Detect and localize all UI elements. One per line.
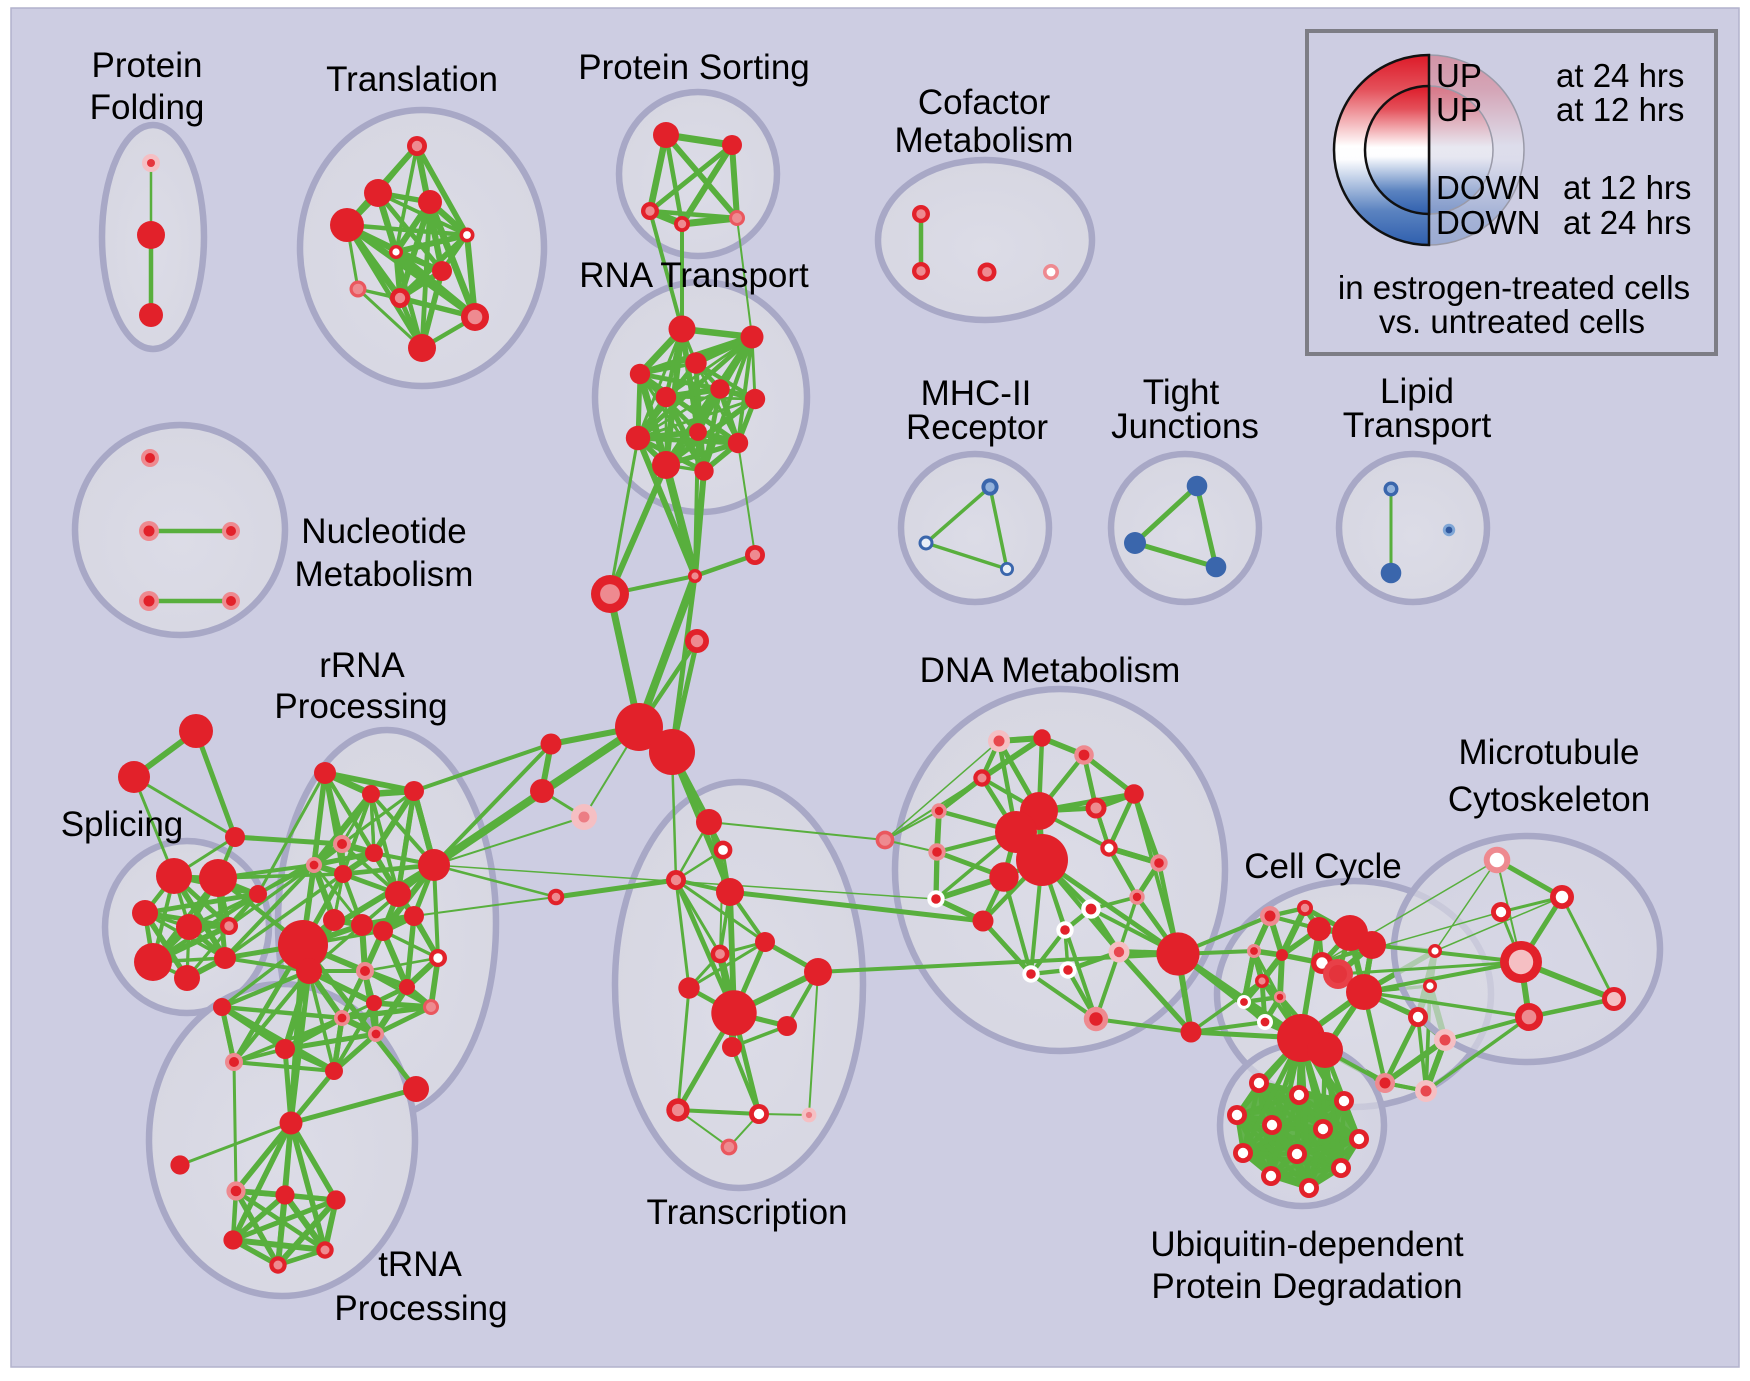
- svg-text:Metabolism: Metabolism: [295, 555, 474, 594]
- svg-text:DOWN: DOWN: [1436, 204, 1540, 241]
- svg-text:RNA Transport: RNA Transport: [579, 256, 809, 295]
- svg-text:Folding: Folding: [90, 88, 205, 127]
- svg-text:at 24 hrs: at 24 hrs: [1563, 204, 1691, 241]
- svg-text:DOWN: DOWN: [1436, 169, 1540, 206]
- svg-text:Junctions: Junctions: [1111, 407, 1259, 446]
- svg-text:Nucleotide: Nucleotide: [301, 512, 466, 551]
- svg-text:Protein Sorting: Protein Sorting: [578, 48, 810, 87]
- svg-text:Protein: Protein: [92, 46, 203, 85]
- svg-text:Transcription: Transcription: [647, 1193, 848, 1232]
- svg-text:at 12 hrs: at 12 hrs: [1563, 169, 1691, 206]
- svg-text:Tight: Tight: [1143, 373, 1220, 412]
- svg-text:in estrogen-treated cells: in estrogen-treated cells: [1338, 269, 1690, 306]
- svg-text:Metabolism: Metabolism: [895, 121, 1074, 160]
- svg-text:Translation: Translation: [326, 60, 498, 99]
- svg-text:Cofactor: Cofactor: [918, 83, 1051, 122]
- svg-text:Processing: Processing: [334, 1289, 507, 1328]
- svg-text:UP: UP: [1436, 91, 1482, 128]
- svg-text:at 12 hrs: at 12 hrs: [1556, 91, 1684, 128]
- svg-text:Ubiquitin-dependent: Ubiquitin-dependent: [1150, 1225, 1464, 1264]
- svg-text:Receptor: Receptor: [906, 408, 1048, 447]
- svg-text:UP: UP: [1436, 57, 1482, 94]
- svg-text:Transport: Transport: [1343, 406, 1492, 445]
- svg-text:Splicing: Splicing: [61, 805, 184, 844]
- svg-text:Cell Cycle: Cell Cycle: [1244, 847, 1402, 886]
- svg-text:vs. untreated cells: vs. untreated cells: [1379, 303, 1645, 340]
- svg-text:rRNA: rRNA: [319, 646, 405, 685]
- svg-text:Microtubule: Microtubule: [1459, 733, 1640, 772]
- svg-text:MHC-II: MHC-II: [921, 374, 1032, 413]
- svg-text:Processing: Processing: [274, 687, 447, 726]
- svg-text:Cytoskeleton: Cytoskeleton: [1448, 780, 1650, 819]
- svg-text:tRNA: tRNA: [378, 1245, 462, 1284]
- svg-text:DNA Metabolism: DNA Metabolism: [920, 651, 1181, 690]
- svg-text:Lipid: Lipid: [1380, 372, 1454, 411]
- svg-text:at 24 hrs: at 24 hrs: [1556, 57, 1684, 94]
- svg-text:Protein Degradation: Protein Degradation: [1151, 1267, 1462, 1306]
